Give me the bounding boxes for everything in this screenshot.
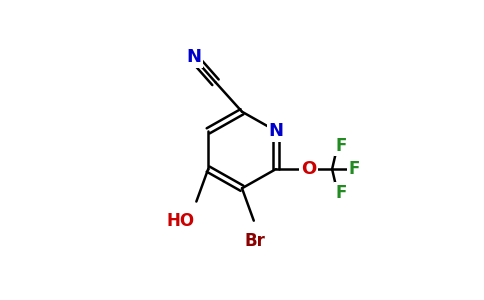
Text: Br: Br <box>245 232 266 250</box>
Text: F: F <box>335 136 347 154</box>
Text: N: N <box>268 122 283 140</box>
Text: HO: HO <box>166 212 194 230</box>
Text: O: O <box>301 160 316 178</box>
Text: N: N <box>186 48 201 66</box>
Text: F: F <box>335 184 347 202</box>
Text: F: F <box>348 160 360 178</box>
